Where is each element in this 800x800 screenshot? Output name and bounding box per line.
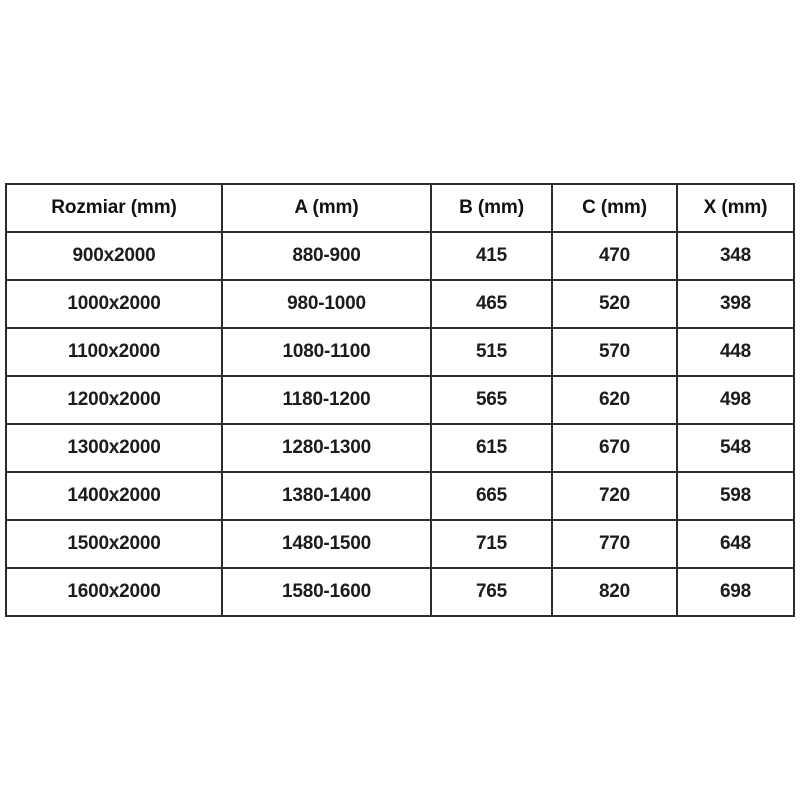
- cell-x: 598: [676, 471, 795, 521]
- cell-size: 1300x2000: [5, 423, 223, 473]
- cell-x: 698: [676, 567, 795, 617]
- table-body: 900x2000 880-900 415 470 348 1000x2000 9…: [5, 231, 795, 617]
- column-header-a: A (mm): [221, 183, 432, 233]
- table-row: 1400x2000 1380-1400 665 720 598: [5, 471, 795, 521]
- cell-size: 1500x2000: [5, 519, 223, 569]
- cell-a: 1580-1600: [221, 567, 432, 617]
- cell-b: 415: [430, 231, 553, 281]
- cell-c: 820: [551, 567, 678, 617]
- cell-b: 665: [430, 471, 553, 521]
- cell-size: 1200x2000: [5, 375, 223, 425]
- cell-size: 1000x2000: [5, 279, 223, 329]
- cell-x: 448: [676, 327, 795, 377]
- cell-a: 1180-1200: [221, 375, 432, 425]
- table-row: 1000x2000 980-1000 465 520 398: [5, 279, 795, 329]
- cell-b: 565: [430, 375, 553, 425]
- cell-b: 615: [430, 423, 553, 473]
- column-header-size: Rozmiar (mm): [5, 183, 223, 233]
- table-header-row: Rozmiar (mm) A (mm) B (mm) C (mm) X (mm): [5, 183, 795, 233]
- cell-a: 1480-1500: [221, 519, 432, 569]
- cell-x: 348: [676, 231, 795, 281]
- cell-c: 770: [551, 519, 678, 569]
- cell-a: 1080-1100: [221, 327, 432, 377]
- cell-c: 720: [551, 471, 678, 521]
- cell-x: 398: [676, 279, 795, 329]
- table-row: 1300x2000 1280-1300 615 670 548: [5, 423, 795, 473]
- table-row: 900x2000 880-900 415 470 348: [5, 231, 795, 281]
- column-header-c: C (mm): [551, 183, 678, 233]
- cell-a: 1280-1300: [221, 423, 432, 473]
- cell-b: 715: [430, 519, 553, 569]
- table-header: Rozmiar (mm) A (mm) B (mm) C (mm) X (mm): [5, 183, 795, 233]
- cell-x: 498: [676, 375, 795, 425]
- dimensions-table: Rozmiar (mm) A (mm) B (mm) C (mm) X (mm)…: [5, 183, 795, 617]
- table-row: 1200x2000 1180-1200 565 620 498: [5, 375, 795, 425]
- cell-c: 570: [551, 327, 678, 377]
- column-header-b: B (mm): [430, 183, 553, 233]
- cell-c: 520: [551, 279, 678, 329]
- cell-c: 670: [551, 423, 678, 473]
- cell-a: 1380-1400: [221, 471, 432, 521]
- table-row: 1100x2000 1080-1100 515 570 448: [5, 327, 795, 377]
- cell-a: 880-900: [221, 231, 432, 281]
- cell-x: 548: [676, 423, 795, 473]
- cell-size: 1100x2000: [5, 327, 223, 377]
- column-header-x: X (mm): [676, 183, 795, 233]
- cell-c: 620: [551, 375, 678, 425]
- cell-x: 648: [676, 519, 795, 569]
- cell-size: 900x2000: [5, 231, 223, 281]
- cell-a: 980-1000: [221, 279, 432, 329]
- cell-b: 765: [430, 567, 553, 617]
- cell-b: 465: [430, 279, 553, 329]
- cell-size: 1400x2000: [5, 471, 223, 521]
- cell-c: 470: [551, 231, 678, 281]
- cell-size: 1600x2000: [5, 567, 223, 617]
- cell-b: 515: [430, 327, 553, 377]
- table-row: 1500x2000 1480-1500 715 770 648: [5, 519, 795, 569]
- table-row: 1600x2000 1580-1600 765 820 698: [5, 567, 795, 617]
